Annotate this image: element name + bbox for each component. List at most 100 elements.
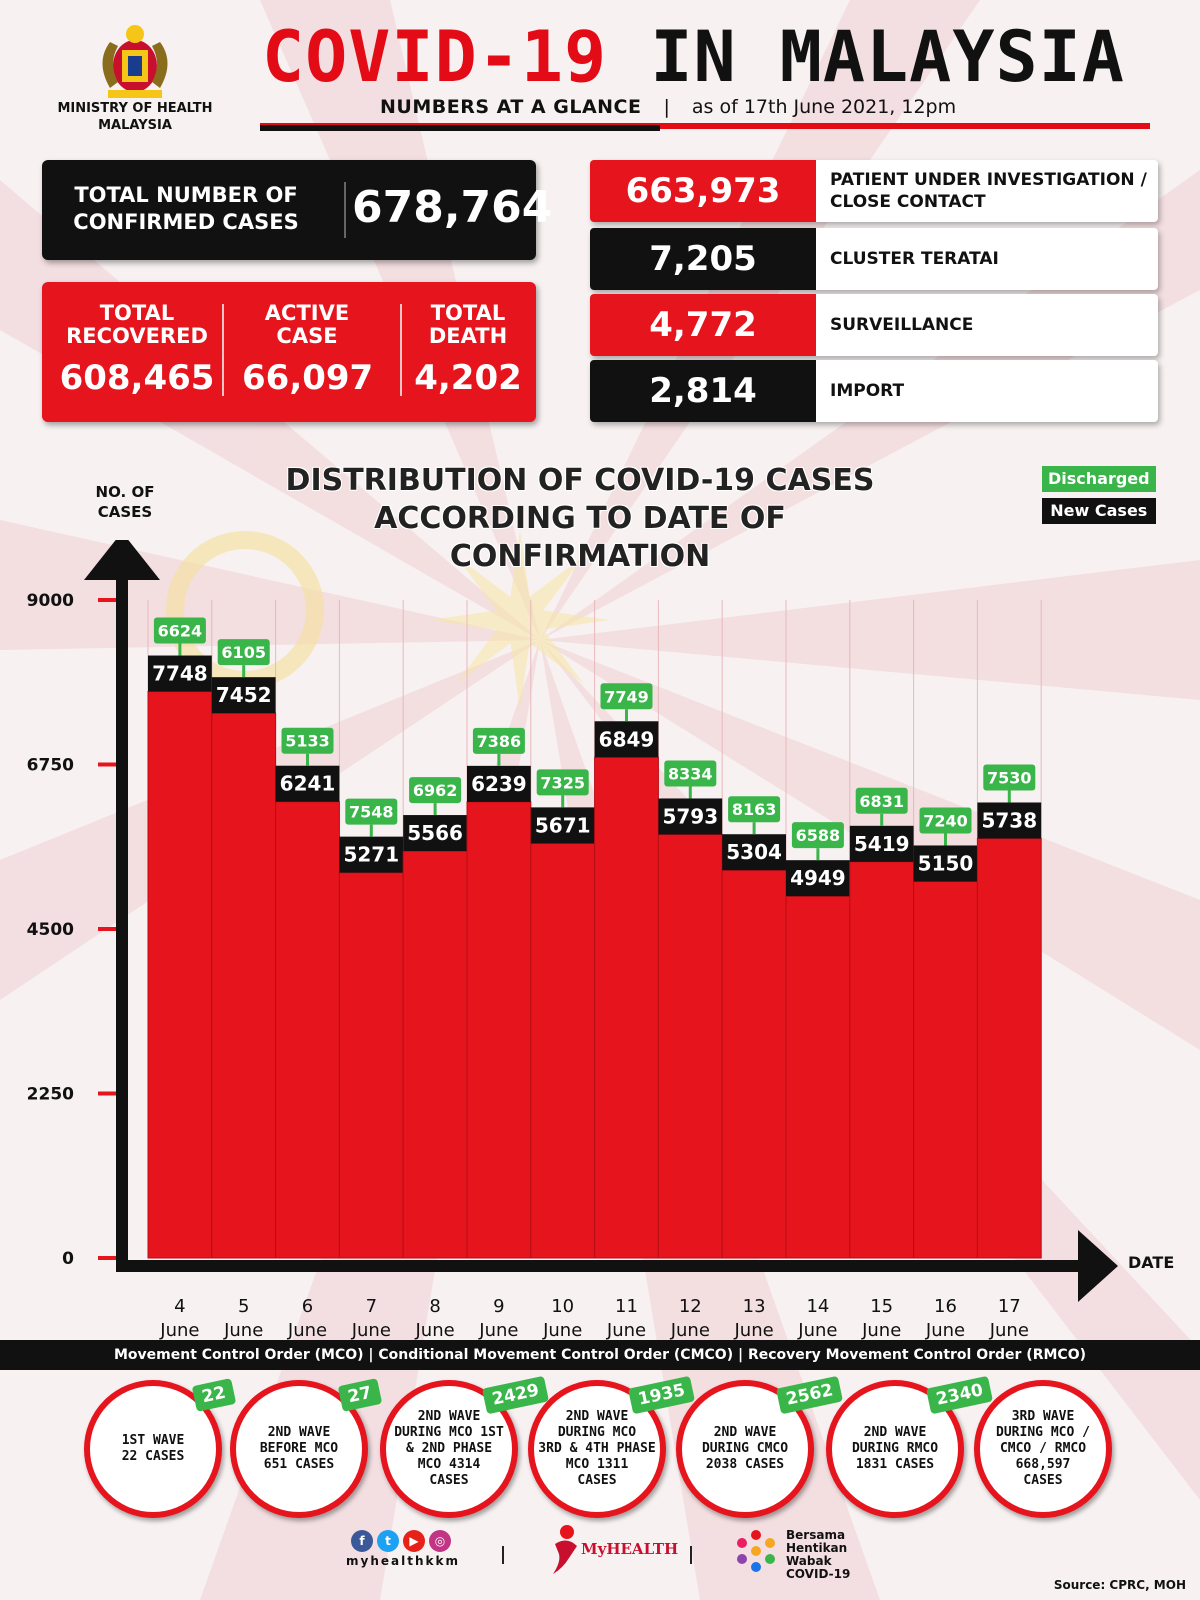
category-row: 7,205 CLUSTER TERATAI (590, 228, 1158, 290)
x-tick-label-day: 12 (679, 1296, 702, 1317)
footer-divider (690, 1546, 692, 1564)
total-confirmed-box: TOTAL NUMBER OF CONFIRMED CASES 678,764 (42, 160, 553, 260)
discharged-label: 7548 (349, 803, 394, 822)
bar-value-bg (786, 860, 850, 897)
category-row: 663,973 PATIENT UNDER INVESTIGATION / CL… (590, 160, 1158, 222)
discharged-label: 7325 (540, 773, 585, 792)
x-tick-label-day: 16 (934, 1296, 957, 1317)
category-value: 663,973 (590, 160, 816, 222)
y-tick-label: 0 (62, 1249, 74, 1269)
x-tick-label-month: June (478, 1320, 518, 1340)
title-red: COVID-19 (262, 16, 608, 98)
wave-text: 2ND WAVE DURING MCO 1ST & 2ND PHASE MCO … (394, 1409, 504, 1488)
discharged-label: 7530 (987, 768, 1032, 787)
discharged-label-bg (983, 764, 1036, 791)
x-tick-label-month: June (925, 1320, 965, 1340)
y-axis-arrow (84, 540, 160, 580)
bar-value-label: 5304 (726, 840, 782, 864)
x-tick-label-day: 5 (238, 1296, 249, 1317)
x-tick-label-month: June (670, 1320, 710, 1340)
as-of-date: as of 17th June 2021, 12pm (691, 96, 957, 118)
discharged-label-bg (472, 727, 525, 754)
category-value: 7,205 (590, 228, 816, 290)
instagram-icon[interactable]: ◎ (429, 1530, 451, 1552)
y-axis-label: NO. OF CASES (95, 483, 155, 521)
wave-text: 2ND WAVE DURING CMCO 2038 CASES (701, 1425, 789, 1472)
chart-legend: Discharged New Cases (1042, 466, 1156, 530)
x-tick-label-day: 11 (615, 1296, 638, 1317)
discharged-label-bg (855, 787, 908, 814)
subtitle-separator: | (663, 96, 670, 118)
x-axis-label: DATE (1128, 1253, 1175, 1272)
youtube-icon[interactable]: ▶ (403, 1530, 425, 1552)
wave-text: 2ND WAVE DURING MCO 3RD & 4TH PHASE MCO … (538, 1409, 656, 1488)
wave-text: 3RD WAVE DURING MCO / CMCO / RMCO 668,59… (996, 1409, 1090, 1488)
wave-text: 2ND WAVE DURING RMCO 1831 CASES (851, 1425, 939, 1472)
bar-value-bg (594, 721, 659, 758)
discharged-label-bg (536, 769, 589, 796)
x-tick-label-day: 17 (998, 1296, 1021, 1317)
discharged-label: 7749 (604, 687, 649, 706)
bar-value-bg (403, 815, 467, 852)
bersama-text: Bersama Hentikan Wabak COVID-19 (786, 1528, 851, 1581)
discharged-label: 6624 (158, 622, 203, 641)
bar-value-bg (530, 807, 595, 844)
bar-value-bg (339, 836, 404, 873)
bar-value-bg (722, 834, 786, 871)
bar-value-bg (211, 677, 276, 714)
category-value: 2,814 (590, 360, 816, 422)
x-tick-label-day: 14 (806, 1296, 829, 1317)
discharged-label-bg (153, 617, 206, 644)
y-tick-label: 2250 (27, 1085, 74, 1105)
bar-value-label: 5566 (407, 821, 463, 845)
bar-value-bg (275, 765, 340, 802)
header-rule-red (260, 123, 1150, 129)
category-label: IMPORT (830, 381, 905, 401)
discharged-label: 8163 (732, 800, 777, 819)
death-label: TOTAL DEATH (428, 301, 508, 348)
phases-bar: Movement Control Order (MCO) | Condition… (0, 1340, 1200, 1370)
divider (222, 304, 224, 396)
bar (147, 691, 213, 1259)
bar (849, 861, 915, 1259)
discharged-label-bg (664, 760, 717, 787)
bar-value-bg (913, 845, 978, 882)
x-tick-label-month: June (542, 1320, 582, 1340)
category-label: CLUSTER TERATAI (830, 249, 999, 269)
discharged-label-bg (919, 807, 972, 834)
twitter-icon[interactable]: t (377, 1530, 399, 1552)
chart-title: DISTRIBUTION OF COVID-19 CASES ACCORDING… (285, 463, 875, 574)
x-tick-label-day: 4 (174, 1296, 185, 1317)
divider (400, 304, 402, 396)
x-tick-label-day: 8 (429, 1296, 440, 1317)
death-col: TOTAL DEATH 4,202 (406, 302, 530, 402)
myhealth-figure-icon (553, 1525, 577, 1574)
bar-value-label: 5671 (535, 813, 591, 837)
x-tick-label-month: June (733, 1320, 773, 1340)
bar-value-label: 5419 (854, 832, 910, 856)
bar-value-bg (467, 765, 531, 802)
discharged-label-bg (345, 798, 398, 825)
death-value: 4,202 (414, 358, 522, 398)
bar (721, 869, 787, 1259)
page-title: COVID-19 IN MALAYSIA (262, 12, 1125, 102)
category-value: 4,772 (590, 294, 816, 356)
footer-divider (502, 1546, 504, 1564)
discharged-label: 5133 (285, 732, 330, 751)
bersama-burst-icon (737, 1530, 775, 1572)
active-col: ACTIVE CASE 66,097 (242, 301, 373, 402)
bar (211, 712, 277, 1259)
y-tick-label: 4500 (27, 920, 74, 940)
x-tick-label-month: June (861, 1320, 901, 1340)
coat-of-arms-logo (102, 25, 168, 98)
total-confirmed-value: 678,764 (352, 182, 553, 233)
discharged-label: 6831 (859, 792, 904, 811)
social-links: f t ▶ ◎ myhealthkkm (346, 1530, 458, 1570)
active-label: ACTIVE CASE (264, 301, 350, 348)
bar-value-label: 5793 (662, 804, 718, 828)
x-tick-label-month: June (159, 1320, 199, 1340)
facebook-icon[interactable]: f (351, 1530, 373, 1552)
x-tick-label-month: June (287, 1320, 327, 1340)
wave-circle: 2ND WAVE DURING MCO 1ST & 2ND PHASE MCO … (380, 1380, 518, 1518)
x-tick-label-month: June (351, 1320, 391, 1340)
